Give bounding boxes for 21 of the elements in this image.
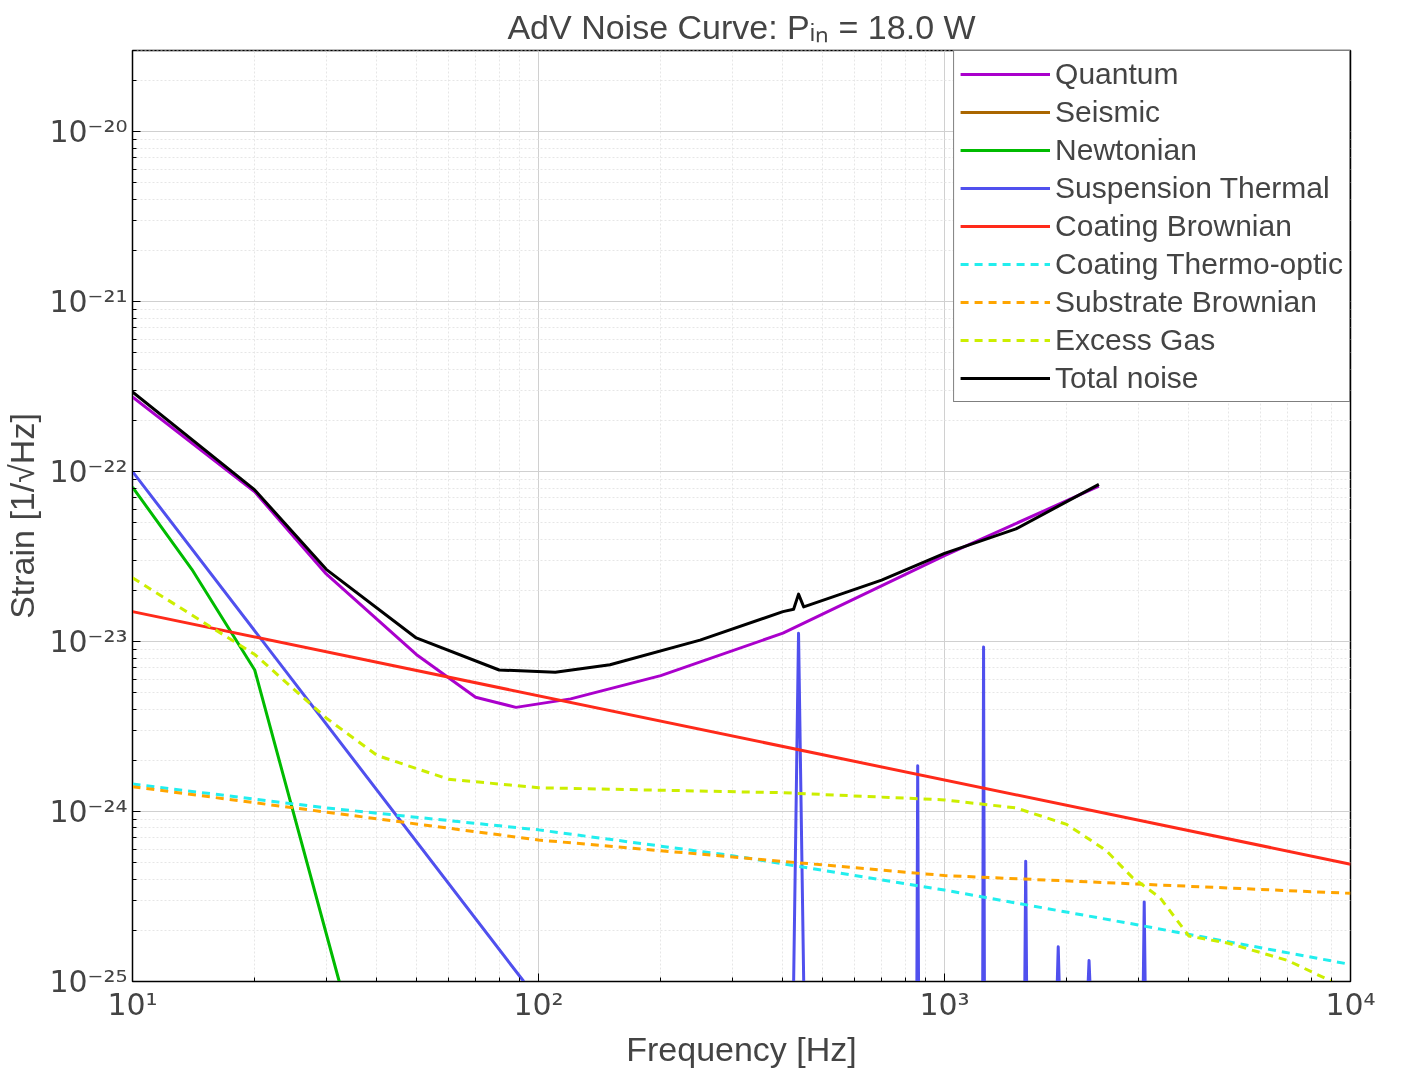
y-tick-label: 10⁻²³ xyxy=(49,624,128,660)
legend-label: Seismic xyxy=(1055,95,1161,129)
x-tick-label: 10³ xyxy=(919,986,970,1022)
y-tick-label: 10⁻²² xyxy=(49,454,128,490)
legend-label: Suspension Thermal xyxy=(1055,171,1330,205)
legend-label: Total noise xyxy=(1055,361,1199,395)
y-tick-label: 10⁻²⁰ xyxy=(49,114,128,150)
legend-label: Coating Brownian xyxy=(1055,209,1292,243)
x-axis-title: Frequency [Hz] xyxy=(626,1029,857,1068)
line-series xyxy=(132,785,1351,895)
legend-label: Excess Gas xyxy=(1055,323,1216,357)
chart-title: AdV Noise Curve: Pᵢₙ = 18.0 W xyxy=(507,7,976,46)
x-tick-label: 10² xyxy=(513,986,564,1022)
legend-label: Quantum xyxy=(1055,57,1179,91)
y-tick-label: 10⁻²¹ xyxy=(49,284,128,320)
legend-label: Coating Thermo-optic xyxy=(1055,247,1343,281)
y-axis-title: Strain [1/√Hz] xyxy=(3,413,42,619)
x-tick-label: 10⁴ xyxy=(1325,986,1376,1022)
legend-label: Substrate Brownian xyxy=(1055,285,1317,319)
legend-label: Newtonian xyxy=(1055,133,1197,167)
y-tick-label: 10⁻²⁴ xyxy=(49,794,128,830)
